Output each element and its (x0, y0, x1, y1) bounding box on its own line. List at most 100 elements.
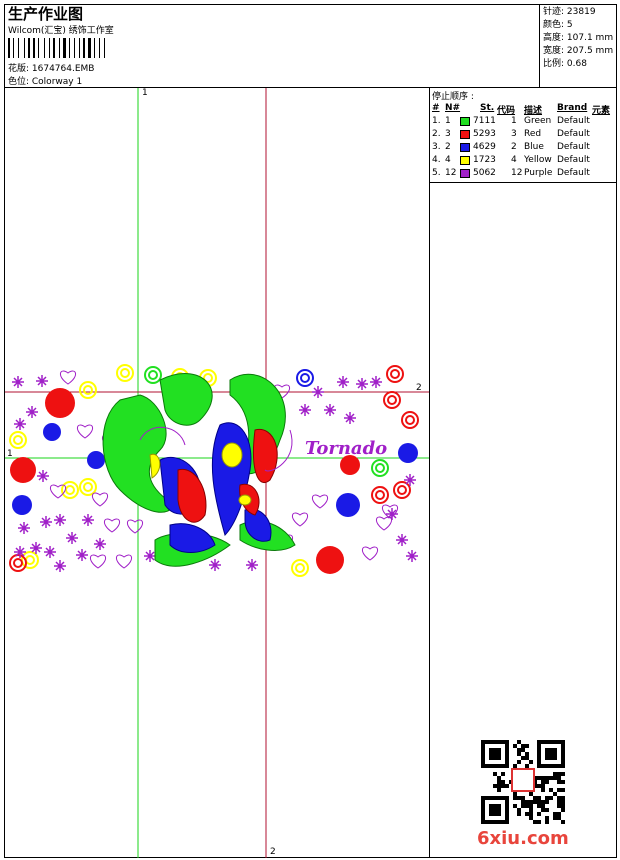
spiral (291, 559, 309, 577)
row-brand: Default (557, 142, 590, 152)
row-code: 4 (511, 155, 517, 165)
spiral (83, 482, 93, 492)
row-brand: Default (557, 116, 590, 126)
axis-label-v2: 2 (270, 847, 276, 857)
heart (104, 518, 120, 533)
heart (362, 546, 378, 561)
dot (12, 495, 32, 515)
row-st: 4629 (473, 142, 496, 152)
row-st: 7111 (473, 116, 496, 126)
spiral (390, 369, 400, 379)
spiral (61, 481, 79, 499)
star (40, 516, 52, 528)
star (26, 406, 38, 418)
watermark: 6xiu.com (477, 828, 569, 849)
star (356, 378, 368, 390)
col-num: # (432, 103, 440, 113)
sequence-divider (429, 182, 617, 183)
axis-label-v1: 1 (142, 88, 148, 98)
row-code: 3 (511, 129, 517, 139)
star (54, 514, 66, 526)
colorway: 色位: Colorway 1 (8, 77, 83, 87)
stats-list: 针迹: 23819 颜色: 5 高度: 107.1 mm 宽度: 207.5 m… (543, 6, 613, 71)
spiral (405, 415, 415, 425)
barcode (8, 38, 140, 58)
row-desc: Blue (524, 142, 544, 152)
spiral (397, 485, 407, 495)
star (396, 534, 408, 546)
design-file: 花版: 1674764.EMB (8, 64, 95, 74)
stat-scale: 比例: 0.68 (543, 59, 587, 69)
dot (336, 493, 360, 517)
design-area (4, 87, 430, 858)
qr-code (481, 740, 565, 824)
row-code: 12 (511, 168, 523, 178)
spiral (144, 366, 162, 384)
row-code: 2 (511, 142, 517, 152)
stat-width: 宽度: 207.5 mm (543, 46, 614, 56)
dot (340, 455, 360, 475)
spiral (25, 555, 35, 565)
stat-stitches: 针迹: 23819 (543, 7, 596, 17)
spiral (83, 385, 93, 395)
spiral (393, 481, 411, 499)
star (312, 386, 324, 398)
star (66, 532, 78, 544)
row-n: 1 (445, 116, 451, 126)
spiral (296, 369, 314, 387)
spiral (300, 373, 310, 383)
col-desc: 描述 (524, 106, 543, 116)
dot (45, 388, 75, 418)
central-motif (102, 373, 296, 567)
col-n: N# (445, 103, 461, 113)
star (94, 538, 106, 550)
star (37, 470, 49, 482)
spiral (371, 486, 389, 504)
star (404, 474, 416, 486)
color-swatch (460, 117, 470, 126)
heart (382, 504, 398, 519)
heart (60, 370, 76, 385)
star (54, 560, 66, 572)
star (406, 550, 418, 562)
star (18, 522, 30, 534)
row-desc: Purple (524, 168, 553, 178)
dot (43, 423, 61, 441)
row-desc: Red (524, 129, 542, 139)
row-st: 5293 (473, 129, 496, 139)
spiral (13, 558, 23, 568)
qr-stamp-icon (511, 768, 535, 792)
spiral (375, 490, 385, 500)
dot (10, 457, 36, 483)
star (344, 412, 356, 424)
row-brand: Default (557, 129, 590, 139)
spiral (148, 370, 158, 380)
row-num: 5. (432, 168, 441, 178)
spiral (79, 381, 97, 399)
star (44, 546, 56, 558)
page-title: 生产作业图 (8, 5, 84, 23)
star (246, 559, 258, 571)
sequence-title: 停止顺序 : (432, 92, 474, 102)
stat-height: 高度: 107.1 mm (543, 33, 614, 43)
row-n: 12 (445, 168, 457, 178)
row-n: 4 (445, 155, 451, 165)
heart (116, 554, 132, 569)
spiral (79, 478, 97, 496)
spiral (375, 463, 385, 473)
star (76, 549, 88, 561)
spiral (387, 395, 397, 405)
spiral (9, 431, 27, 449)
col-code: 代码 (497, 106, 516, 116)
stat-colors: 颜色: 5 (543, 20, 573, 30)
design-text-tornado: Tornado (305, 438, 387, 459)
row-num: 4. (432, 155, 441, 165)
row-n: 2 (445, 142, 451, 152)
heart (90, 554, 106, 569)
star (370, 376, 382, 388)
row-st: 5062 (473, 168, 496, 178)
star (14, 418, 26, 430)
spiral (203, 373, 213, 383)
star (337, 376, 349, 388)
star (12, 376, 24, 388)
